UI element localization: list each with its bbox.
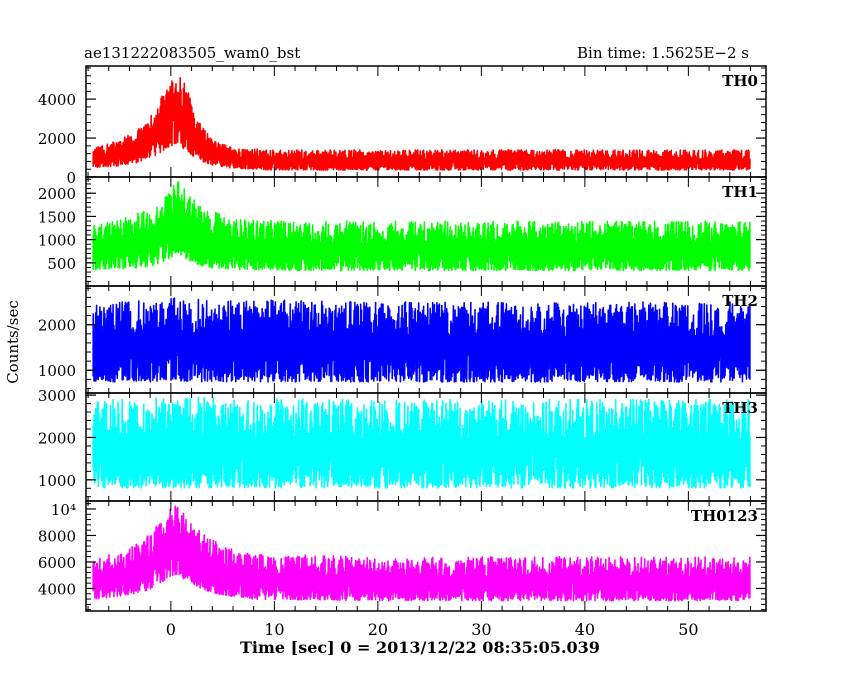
series-trace-th0123 [92,505,751,602]
y-tick-label: 0 [66,169,76,187]
observation-title: ae131222083505_wam0_bst [84,44,301,62]
x-tick-label: 30 [471,620,491,639]
y-tick-label: 3000 [38,387,76,405]
y-tick-label: 2000 [38,185,76,203]
panel-frame-th0123 [85,500,767,612]
series-trace-th0 [92,77,751,171]
y-tick-label: 2000 [38,130,76,148]
y-tick-label: 1000 [38,232,76,250]
y-tick-label: 10⁴ [51,501,76,519]
y-axis-label: Counts/sec [4,300,22,384]
y-tick-label: 1000 [38,362,76,380]
x-tick-label: 50 [678,620,698,639]
series-trace-th2 [92,297,751,383]
y-tick-label: 2000 [38,429,76,447]
y-tick-label: 2000 [38,317,76,335]
series-trace-th1 [92,181,751,272]
series-trace-th3 [92,396,751,489]
x-tick-label: 10 [264,620,284,639]
panel-label-th2: TH2 [722,292,758,310]
y-tick-label: 6000 [38,554,76,572]
x-tick-label: 40 [575,620,595,639]
x-axis-label: Time [sec] 0 = 2013/12/22 08:35:05.039 [240,638,600,657]
y-tick-label: 8000 [38,527,76,545]
panel-label-th1: TH1 [722,183,758,201]
panel-label-th3: TH3 [722,399,758,417]
y-tick-label: 4000 [38,91,76,109]
x-tick-label: 0 [166,620,176,639]
panel-label-th0: TH0 [722,72,758,90]
bin-time-label: Bin time: 1.5625E−2 s [577,44,750,62]
y-tick-label: 1500 [38,208,76,226]
y-tick-label: 500 [47,255,76,273]
y-tick-label: 1000 [38,472,76,490]
panel-label-th0123: TH0123 [691,507,758,525]
y-tick-label: 4000 [38,580,76,598]
x-tick-label: 20 [368,620,388,639]
